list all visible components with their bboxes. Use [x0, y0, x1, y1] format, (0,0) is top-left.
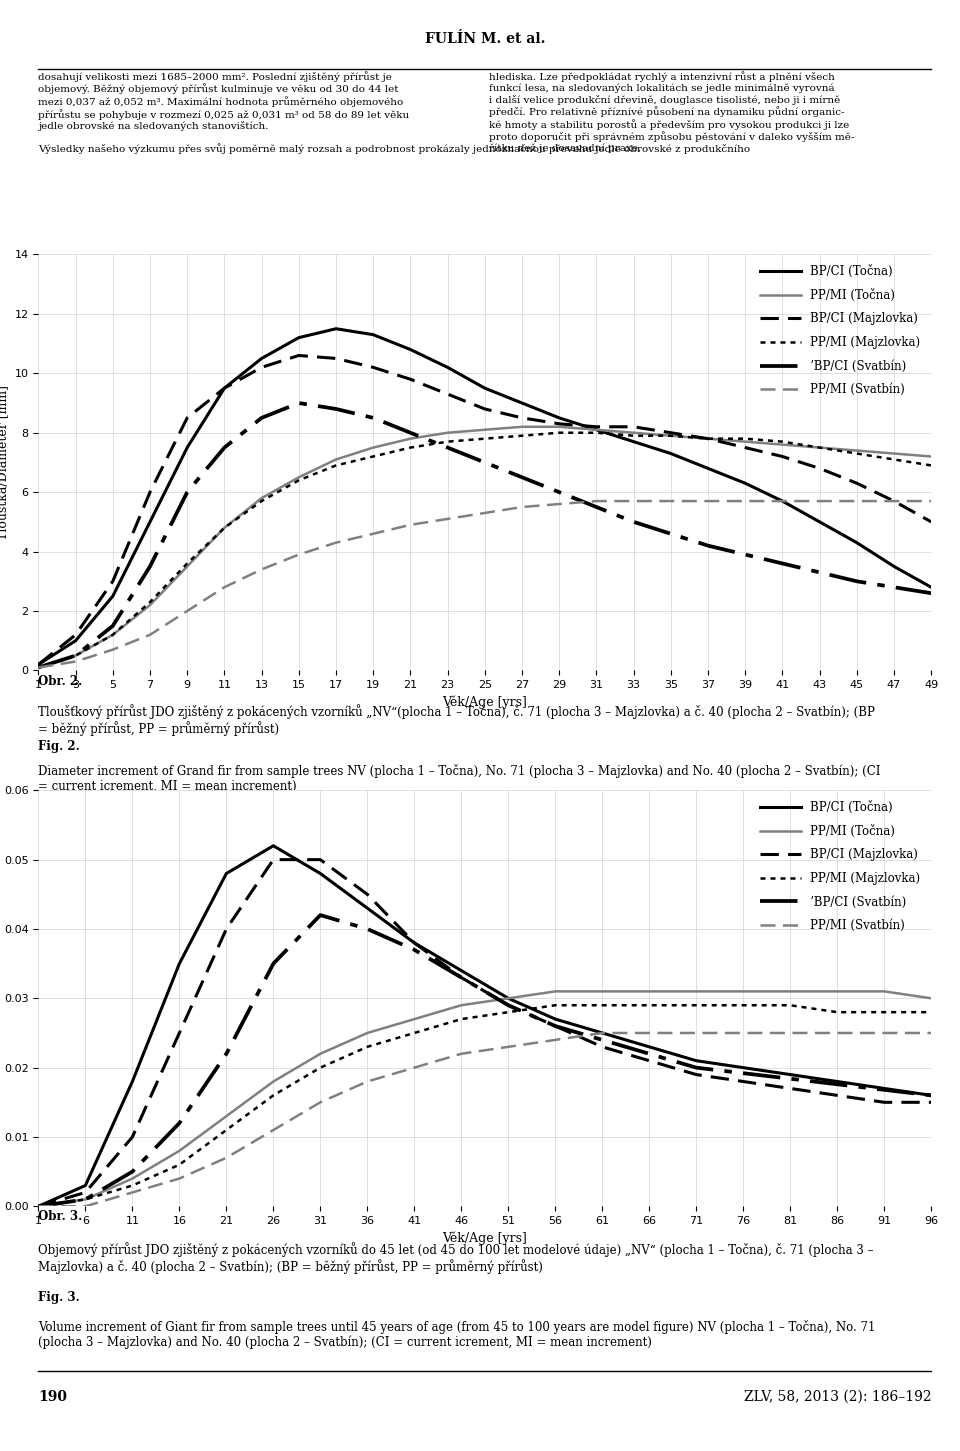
- Text: Obr. 2.: Obr. 2.: [38, 675, 83, 688]
- Legend: BP/CI (Točna), PP/MI (Točna), BP/CI (Majzlovka), PP/MI (Majzlovka), ʼBP/CI (Svat: BP/CI (Točna), PP/MI (Točna), BP/CI (Maj…: [755, 260, 925, 400]
- X-axis label: Věk/Age [yrs]: Věk/Age [yrs]: [443, 695, 527, 710]
- Y-axis label: Tloušťka/Diameter [mm]: Tloušťka/Diameter [mm]: [0, 385, 9, 540]
- Text: ZLV, 58, 2013 (2): 186–192: ZLV, 58, 2013 (2): 186–192: [744, 1390, 931, 1403]
- Text: Fig. 3.: Fig. 3.: [38, 1290, 80, 1303]
- Text: Fig. 2.: Fig. 2.: [38, 740, 80, 753]
- Text: 190: 190: [38, 1390, 67, 1403]
- Text: Objemový přírůst JDO zjištěný z pokácených vzorníků do 45 let (od 45 do 100 let : Objemový přírůst JDO zjištěný z pokácený…: [38, 1242, 874, 1274]
- Text: Diameter increment of Grand fir from sample trees NV (plocha 1 – Točna), No. 71 : Diameter increment of Grand fir from sam…: [38, 763, 881, 792]
- Text: dosahují velikosti mezi 1685–2000 mm². Poslední zjištěný přírůst je
objemový. Bě: dosahují velikosti mezi 1685–2000 mm². P…: [38, 71, 751, 154]
- Text: Tloušťkový přírůst JDO zjištěný z pokácených vzorníků „NV“(plocha 1 – Točna), č.: Tloušťkový přírůst JDO zjištěný z pokáce…: [38, 704, 876, 736]
- X-axis label: Věk/Age [yrs]: Věk/Age [yrs]: [443, 1232, 527, 1245]
- Text: hlediska. Lze předpokládat rychlý a intenzivní růst a plnění všech
funkcí lesa, : hlediska. Lze předpokládat rychlý a inte…: [490, 71, 854, 154]
- Legend: BP/CI (Točna), PP/MI (Točna), BP/CI (Majzlovka), PP/MI (Majzlovka), ʼBP/CI (Svat: BP/CI (Točna), PP/MI (Točna), BP/CI (Maj…: [755, 797, 925, 937]
- Text: Obr. 3.: Obr. 3.: [38, 1210, 83, 1223]
- Text: FULÍN M. et al.: FULÍN M. et al.: [424, 32, 545, 45]
- Text: Volume increment of Giant fir from sample trees until 45 years of age (from 45 t: Volume increment of Giant fir from sampl…: [38, 1320, 876, 1349]
